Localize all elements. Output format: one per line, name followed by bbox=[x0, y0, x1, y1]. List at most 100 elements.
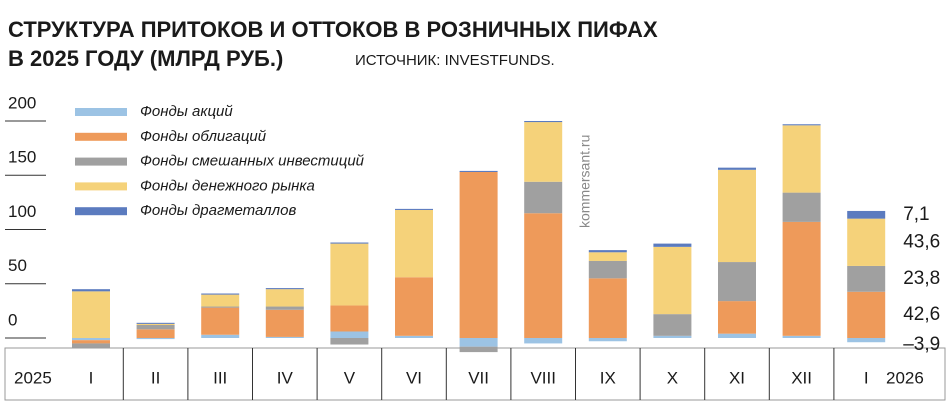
bar-segment bbox=[718, 301, 756, 334]
bar-segment bbox=[588, 278, 627, 338]
bar-segment bbox=[72, 291, 110, 338]
bar-segment bbox=[847, 210, 886, 219]
bar-segment bbox=[847, 218, 886, 266]
watermark: kommersant.ru bbox=[577, 135, 593, 228]
bar-segment bbox=[459, 170, 498, 172]
x-tick-label: VIII bbox=[530, 368, 556, 387]
legend-swatch bbox=[75, 207, 127, 216]
bar-segment bbox=[524, 121, 563, 123]
bar-segment bbox=[136, 329, 175, 338]
y-tick-label: 0 bbox=[8, 310, 17, 329]
legend-label: Фонды смешанных инвестиций bbox=[140, 153, 365, 170]
legend-swatch bbox=[75, 182, 127, 191]
bar-segment bbox=[265, 289, 304, 307]
bar-segment bbox=[72, 289, 110, 292]
value-label: 7,1 bbox=[903, 204, 929, 225]
bar-segment bbox=[201, 334, 240, 338]
x-tick-label: VI bbox=[406, 368, 422, 387]
bar-segment bbox=[653, 243, 692, 247]
bar-segment bbox=[72, 338, 110, 341]
y-tick-label: 100 bbox=[8, 202, 36, 221]
bar-segment bbox=[588, 250, 627, 253]
bar-segment bbox=[201, 306, 240, 308]
bar-segment bbox=[265, 288, 304, 290]
bar-segment bbox=[201, 294, 240, 307]
bar-segment bbox=[524, 181, 563, 214]
x-tick-label: II bbox=[151, 368, 160, 387]
bar-segment bbox=[265, 306, 304, 310]
bar-segment bbox=[653, 246, 692, 315]
bar-segment bbox=[653, 314, 692, 336]
bar-segment bbox=[72, 343, 110, 348]
value-label: –3,9 bbox=[903, 334, 940, 355]
bar-segment bbox=[782, 192, 821, 222]
bar-segment bbox=[653, 335, 692, 338]
bar-segment bbox=[330, 338, 369, 345]
bar-segment bbox=[524, 213, 563, 338]
bar-segment bbox=[330, 243, 369, 306]
x-tick-label: XII bbox=[791, 368, 812, 387]
year-label: 2026 bbox=[886, 368, 924, 387]
bar-segment bbox=[459, 338, 498, 347]
x-tick-label: IV bbox=[277, 368, 294, 387]
bar-segment bbox=[395, 335, 433, 338]
bar-segment bbox=[588, 260, 627, 279]
bar-segment bbox=[201, 293, 240, 295]
y-tick-label: 200 bbox=[8, 93, 36, 112]
chart-title: СТРУКТУРА ПРИТОКОВ И ОТТОКОВ В РОЗНИЧНЫХ… bbox=[8, 17, 658, 42]
y-tick-label: 150 bbox=[8, 148, 36, 167]
bar-segment bbox=[782, 124, 821, 126]
bar-segment bbox=[459, 346, 498, 353]
legend-label: Фонды акций bbox=[140, 103, 233, 120]
bar-segment bbox=[782, 221, 821, 336]
x-tick-label: I bbox=[864, 368, 869, 387]
bar-segment bbox=[847, 338, 886, 343]
bar-segment bbox=[136, 324, 175, 330]
x-tick-label: IX bbox=[600, 368, 616, 387]
bar-segment bbox=[72, 340, 110, 344]
chart-subtitle: ИСТОЧНИК: INVESTFUNDS. bbox=[355, 52, 555, 69]
bar-segment bbox=[459, 171, 498, 338]
legend-swatch bbox=[75, 108, 127, 116]
bar-segment bbox=[136, 322, 175, 324]
bar-segment bbox=[782, 335, 821, 338]
bar-segment bbox=[395, 277, 433, 336]
bar-segment bbox=[782, 125, 821, 193]
x-tick-label: XI bbox=[729, 368, 745, 387]
x-tick-label: X bbox=[667, 368, 678, 387]
legend-label: Фонды драгметаллов bbox=[140, 202, 296, 219]
bar-segment bbox=[718, 167, 756, 170]
bar-segment bbox=[524, 122, 563, 182]
bar-segment bbox=[847, 291, 886, 338]
legend-swatch bbox=[75, 157, 127, 166]
bar-segment bbox=[201, 307, 240, 335]
year-label: 2025 bbox=[14, 368, 52, 387]
bar-segment bbox=[395, 208, 433, 210]
bar-segment bbox=[330, 331, 369, 338]
bar-segment bbox=[395, 209, 433, 278]
legend-label: Фонды облигаций bbox=[140, 128, 267, 145]
x-tick-label: I bbox=[89, 368, 94, 387]
bar-segment bbox=[718, 333, 756, 338]
bar-segment bbox=[524, 338, 563, 344]
bar-segment bbox=[588, 252, 627, 261]
x-tick-label: VII bbox=[468, 368, 489, 387]
bar-segment bbox=[330, 242, 369, 244]
value-label: 43,6 bbox=[903, 231, 940, 252]
bar-segment bbox=[718, 169, 756, 263]
value-label: 42,6 bbox=[903, 304, 940, 325]
bar-segment bbox=[136, 323, 175, 325]
bar-segment bbox=[265, 309, 304, 337]
bar-segment bbox=[588, 338, 627, 342]
value-label: 23,8 bbox=[903, 268, 940, 289]
chart-title: В 2025 ГОДУ (МЛРД РУБ.) bbox=[8, 46, 283, 71]
bar-segment bbox=[330, 305, 369, 332]
x-tick-label: III bbox=[213, 368, 227, 387]
bar-segment bbox=[265, 336, 304, 338]
legend-swatch bbox=[75, 132, 127, 141]
bar-segment bbox=[847, 265, 886, 292]
bar-segment bbox=[718, 262, 756, 302]
bar-segment bbox=[136, 338, 175, 340]
x-tick-label: V bbox=[344, 368, 356, 387]
